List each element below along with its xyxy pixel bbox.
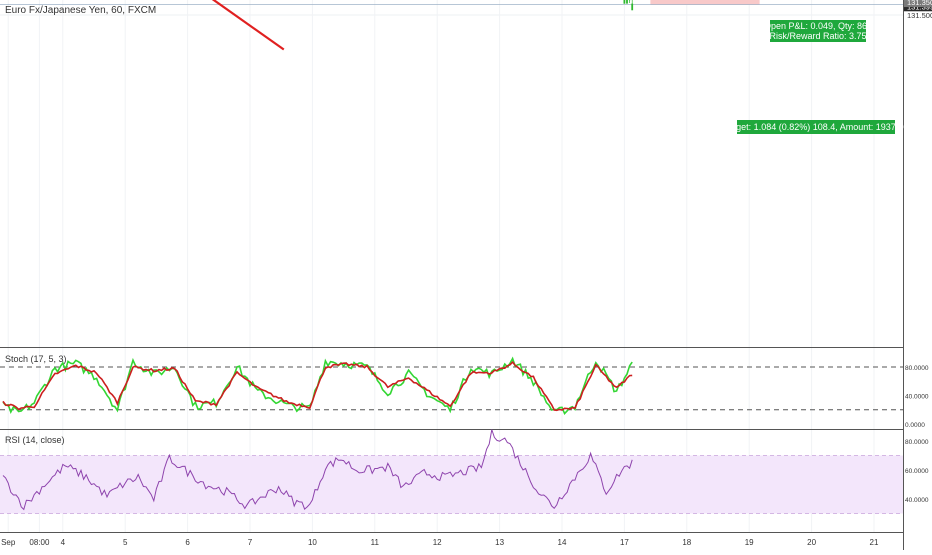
rsi-band: [0, 456, 903, 514]
position-info-text: Open P&L: 0.049, Qty: 865: [764, 21, 872, 31]
time-tick-label: 4: [61, 538, 66, 547]
time-tick-label: 19: [745, 538, 754, 547]
candle-body: [624, 0, 626, 4]
time-tick-label: 7: [248, 538, 253, 547]
time-tick-label: 6: [185, 538, 190, 547]
time-axis[interactable]: [0, 533, 903, 550]
stoch-tick-label: 80.0000: [905, 365, 929, 372]
labels: Euro Fx/Japanese Yen, 60, FXCM Stoch (17…: [5, 5, 156, 445]
stop-loss-zone[interactable]: [650, 0, 759, 5]
stoch-tick-label: 40.0000: [905, 394, 929, 401]
time-tick-label: 18: [682, 538, 691, 547]
rsi-tick-label: 80.0000: [905, 439, 929, 446]
time-tick-label: 13: [495, 538, 504, 547]
rsi-tick-label: 60.0000: [905, 468, 929, 475]
time-tick-label: 5: [123, 538, 128, 547]
rsi-tick-label: 40.0000: [905, 497, 929, 504]
position-zone: [0, 0, 903, 5]
price-badge-label: 131.350: [907, 0, 932, 7]
indicators: [0, 359, 903, 514]
time-tick-label: 17: [620, 538, 629, 547]
price-tick-label: 131.500: [907, 11, 932, 20]
candle-body: [631, 4, 633, 11]
time-tick-label: 14: [558, 538, 567, 547]
candle-body: [626, 0, 628, 4]
time-tick-label: Sep: [1, 538, 16, 547]
time-tick-label: 08:00: [29, 538, 50, 547]
time-tick-label: 21: [870, 538, 879, 547]
position-labels[interactable]: Open P&L: 0.049, Qty: 865 Risk/Reward Ra…: [724, 20, 909, 134]
target-info-text: Target: 1.084 (0.82%) 108.4, Amount: 193…: [724, 122, 909, 132]
stoch-label: Stoch (17, 5, 3): [5, 354, 67, 364]
time-tick-label: 10: [308, 538, 317, 547]
position-ratio-text: Risk/Reward Ratio: 3.75: [769, 31, 866, 41]
stoch-d-line: [3, 362, 632, 410]
rsi-label: RSI (14, close): [5, 435, 65, 445]
stoch-tick-label: 0.0000: [905, 422, 925, 429]
time-tick-label: 20: [807, 538, 816, 547]
time-tick-label: 12: [433, 538, 442, 547]
chart-title: Euro Fx/Japanese Yen, 60, FXCM: [5, 5, 156, 16]
time-tick-label: 11: [371, 538, 380, 547]
